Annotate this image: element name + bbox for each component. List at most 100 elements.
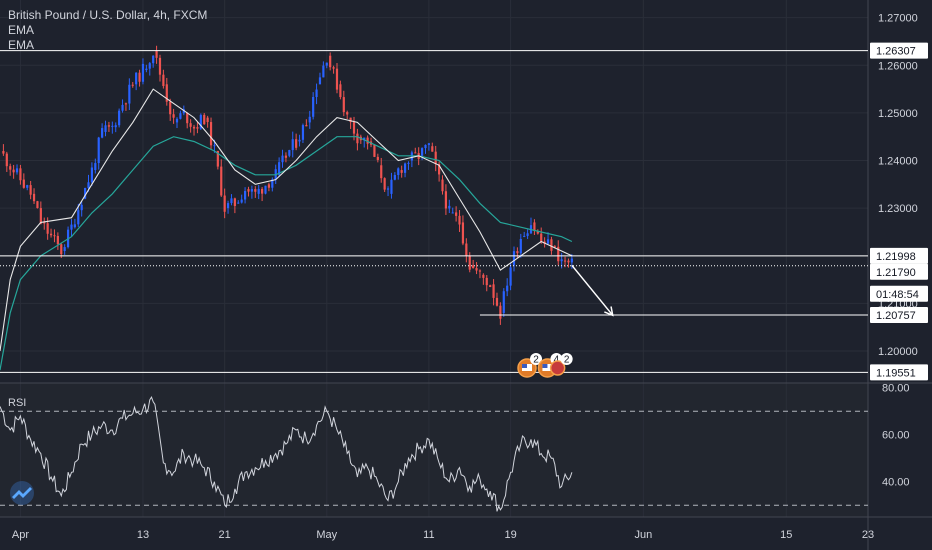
- candle-body: [189, 123, 192, 127]
- candle-body: [264, 185, 267, 194]
- candle-body: [63, 247, 66, 252]
- candle-body: [243, 191, 247, 200]
- level-label-1: 1.21998: [876, 251, 916, 263]
- candle-body: [77, 210, 80, 225]
- candle-body: [15, 168, 19, 173]
- candle-body: [366, 137, 369, 144]
- price-tick-label: 1.26000: [878, 60, 918, 72]
- rsi-title[interactable]: RSI: [8, 397, 27, 409]
- candle-body: [250, 189, 253, 192]
- candle-body: [254, 189, 257, 192]
- level-label-3: 1.20757: [876, 310, 916, 322]
- candle-body: [49, 233, 53, 236]
- candle-body: [80, 204, 83, 211]
- price-tick-label: 1.23000: [878, 203, 918, 215]
- candle-body: [455, 212, 458, 216]
- candle-body: [424, 144, 427, 149]
- candle-body: [94, 163, 97, 171]
- candle-body: [485, 277, 488, 286]
- candle-body: [104, 125, 107, 132]
- candle-body: [563, 260, 567, 262]
- candle-body: [393, 175, 396, 180]
- trend-arrow-line: [571, 264, 614, 316]
- candle-body: [560, 259, 563, 262]
- candle-body: [489, 285, 492, 287]
- candle-body: [267, 184, 271, 188]
- candle-body: [118, 110, 121, 126]
- candle-body: [60, 244, 63, 255]
- candle-body: [240, 199, 243, 203]
- candle-body: [308, 116, 311, 123]
- tradingview-logo-icon[interactable]: [8, 481, 36, 505]
- event-count: 2: [564, 355, 570, 366]
- time-tick-label: 13: [137, 529, 149, 541]
- candle-body: [472, 265, 475, 269]
- candle-body: [97, 137, 100, 164]
- candle-body: [233, 198, 236, 207]
- candle-body: [5, 153, 8, 167]
- candle-body: [90, 167, 94, 183]
- candle-body: [43, 222, 46, 224]
- candlestick-series: [2, 45, 573, 325]
- candle-body: [533, 222, 536, 231]
- indicator-label-ema-1[interactable]: EMA: [8, 23, 35, 37]
- candle-body: [383, 178, 386, 190]
- candle-body: [148, 63, 151, 69]
- candle-body: [155, 50, 158, 58]
- candle-body: [519, 238, 522, 254]
- candle-body: [329, 55, 332, 68]
- candle-body: [124, 103, 128, 105]
- candle-body: [403, 163, 407, 173]
- candle-body: [335, 68, 339, 90]
- candle-body: [111, 125, 114, 127]
- candle-body: [386, 188, 390, 190]
- rsi-line: [0, 395, 573, 512]
- indicator-label-ema-2[interactable]: EMA: [8, 38, 35, 52]
- candle-body: [175, 118, 179, 123]
- price-tick-label: 1.24000: [878, 156, 918, 168]
- candle-body: [407, 162, 410, 164]
- candle-body: [502, 291, 505, 313]
- candle-body: [53, 235, 56, 237]
- level-label-2: 1.21790: [876, 267, 916, 279]
- candle-body: [141, 63, 145, 82]
- candle-body: [461, 222, 465, 244]
- candle-body: [39, 208, 42, 224]
- candle-body: [373, 144, 376, 157]
- countdown-label-box: [870, 285, 928, 302]
- candle-body: [223, 195, 226, 212]
- candle-body: [516, 251, 519, 254]
- candle-body: [465, 243, 468, 256]
- candle-body: [325, 62, 328, 66]
- event-count-badge: [530, 353, 543, 365]
- candle-body: [346, 112, 349, 115]
- candle-body: [291, 139, 294, 151]
- candle-body: [281, 155, 284, 163]
- rsi-tick-label: 60.00: [882, 430, 910, 442]
- candle-body: [509, 267, 512, 286]
- candle-body: [305, 125, 308, 127]
- candle-body: [2, 150, 5, 154]
- candle-body: [179, 113, 182, 119]
- candle-body: [12, 169, 15, 173]
- candle-body: [332, 67, 335, 69]
- candle-body: [448, 205, 451, 209]
- candle-body: [206, 117, 209, 123]
- candle-body: [145, 68, 148, 71]
- candle-body: [536, 230, 539, 234]
- time-tick-label: May: [316, 529, 337, 541]
- level-label-3-box: [870, 306, 928, 323]
- candle-body: [458, 215, 461, 225]
- candle-body: [526, 233, 529, 236]
- rsi-tick-label: 80.00: [882, 383, 910, 395]
- candle-body: [482, 274, 485, 278]
- candle-body: [237, 202, 240, 204]
- ema-fast-line: [0, 88, 573, 352]
- candle-body: [349, 117, 352, 123]
- candle-body: [546, 239, 550, 244]
- candle-body: [356, 133, 359, 144]
- event-count-badge: [560, 353, 573, 365]
